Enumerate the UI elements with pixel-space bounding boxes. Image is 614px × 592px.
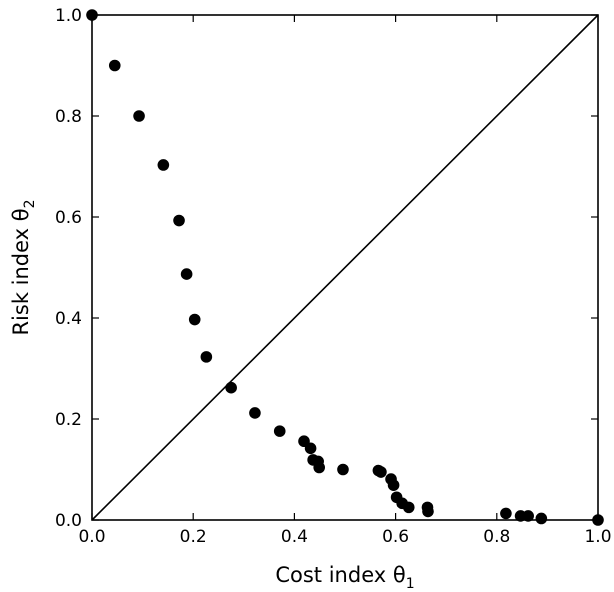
data-point — [535, 512, 548, 525]
data-point — [180, 268, 193, 280]
y-tick-label: 0.4 — [55, 309, 82, 329]
x-axis-label-text: Cost index θ — [275, 563, 405, 587]
data-point — [133, 110, 145, 122]
x-tick-label: 1.0 — [584, 527, 611, 547]
data-point — [422, 505, 434, 518]
y-axis-label: Risk index θ2 — [9, 199, 38, 335]
x-tick-label: 0.6 — [382, 527, 409, 547]
data-point — [188, 313, 201, 326]
data-point — [402, 501, 415, 514]
x-axis-label: Cost index θ1 — [275, 563, 414, 592]
y-tick-label: 0.0 — [55, 511, 82, 531]
data-point — [313, 461, 325, 474]
x-tick-label: 0.8 — [483, 527, 510, 547]
y-tick-label: 0.6 — [55, 208, 82, 228]
x-axis-label-subscript: 1 — [406, 576, 415, 592]
plot-frame — [91, 14, 599, 521]
data-point — [249, 407, 261, 419]
y-axis-label-subscript: 2 — [22, 199, 38, 208]
x-tick-label: 0.4 — [281, 527, 308, 547]
data-point — [225, 381, 237, 394]
data-point — [387, 479, 400, 491]
data-point — [108, 59, 121, 72]
data-point — [200, 351, 213, 363]
x-tick-labels: 0.0 0.2 0.4 0.6 0.8 1.0 — [78, 527, 611, 547]
y-tick-labels: 0.0 0.2 0.4 0.6 0.8 1.0 — [55, 6, 82, 531]
y-tick-label: 1.0 — [55, 6, 82, 26]
data-point — [157, 159, 170, 171]
y-tick-label: 0.8 — [55, 107, 82, 127]
y-tick-label: 0.2 — [55, 410, 82, 430]
data-point — [273, 425, 286, 437]
x-tick-label: 0.2 — [180, 527, 207, 547]
data-point — [304, 442, 317, 455]
data-point — [375, 466, 387, 478]
data-point — [337, 463, 349, 476]
axis-ticks — [91, 14, 599, 521]
diagonal-reference-line — [91, 14, 599, 521]
data-point — [173, 214, 185, 227]
x-tick-label: 0.0 — [78, 527, 105, 547]
y-axis-label-text: Risk index θ — [9, 208, 33, 335]
data-point — [500, 507, 512, 520]
data-point — [522, 510, 534, 522]
